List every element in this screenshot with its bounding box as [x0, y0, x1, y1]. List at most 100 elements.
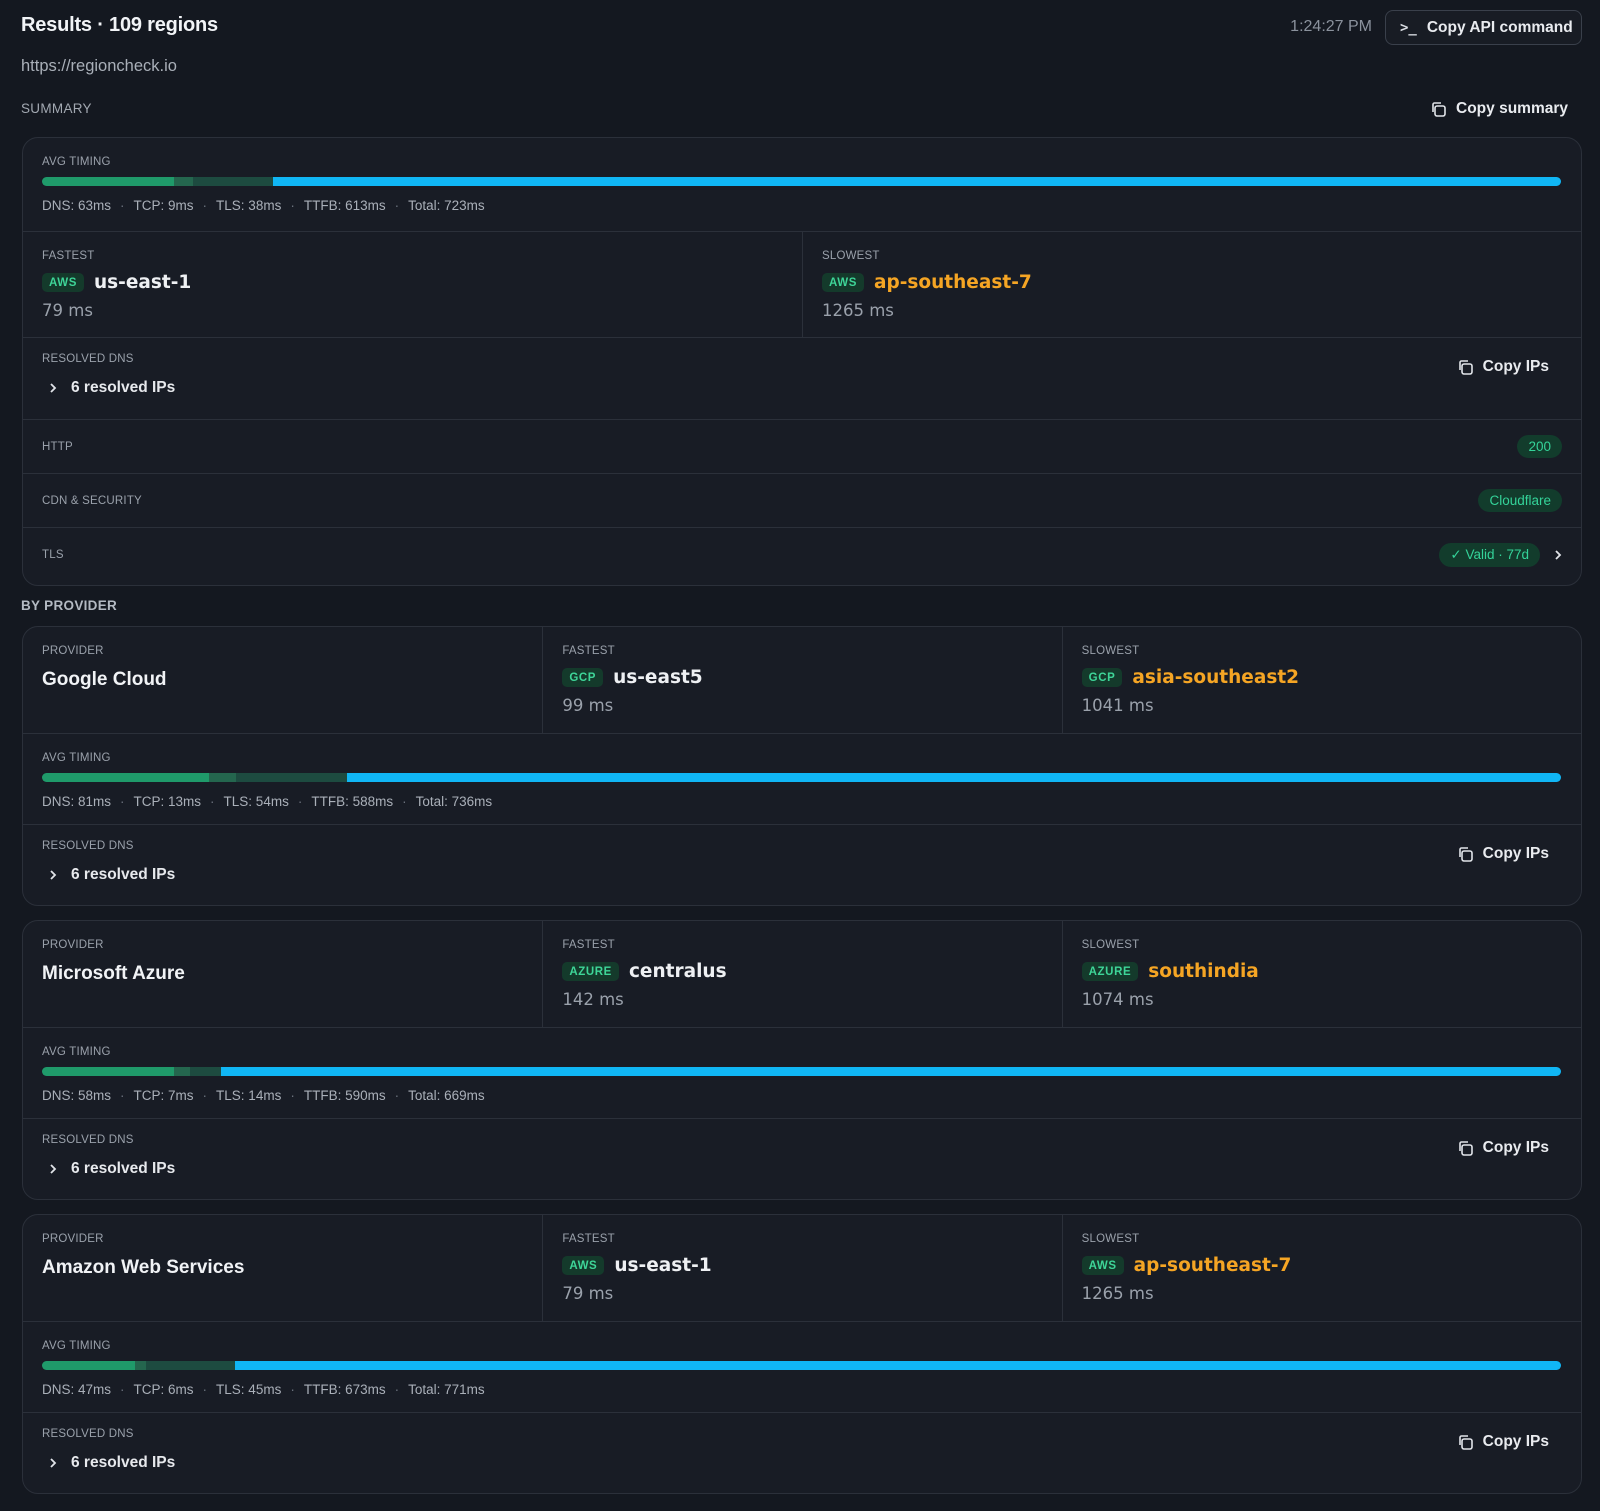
- timing-segment-dns: [42, 1067, 174, 1076]
- total-time: Total: 723ms: [408, 198, 485, 213]
- timing-segment-tls: [189, 1067, 222, 1076]
- tls-time: TLS: 38ms: [216, 198, 282, 213]
- timing-segment-tcp: [174, 177, 194, 186]
- fastest-cell: FASTEST AWS us-east-1 79 ms: [23, 232, 802, 337]
- summary-card: AVG TIMING DNS: 63ms · TCP: 9ms · TLS: 38m…: [22, 137, 1582, 586]
- resolved-dns-label: RESOLVED DNS: [42, 1134, 134, 1146]
- provider-summary-row: PROVIDER Microsoft Azure FASTEST AZURE c…: [23, 921, 1581, 1027]
- avg-timing-label: AVG TIMING: [42, 752, 111, 764]
- resolved-dns-label: RESOLVED DNS: [42, 353, 134, 365]
- slowest-ms: 1074 ms: [1081, 990, 1154, 1009]
- provider-tag: GCP: [1081, 668, 1123, 687]
- resolved-dns-row: RESOLVED DNS 6 resolved IPs Copy IPs: [23, 1118, 1581, 1199]
- slowest-region: asia-southeast2: [1132, 667, 1300, 688]
- timing-segment-tcp: [134, 1361, 147, 1370]
- copy-ips-button[interactable]: Copy IPs: [1457, 1139, 1549, 1157]
- copy-ips-label: Copy IPs: [1482, 1139, 1549, 1156]
- fastest-cell: FASTEST AWS us-east-1 79 ms: [542, 1215, 1061, 1321]
- timestamp: 1:24:27 PM: [1290, 18, 1372, 35]
- chevron-right-icon[interactable]: [1554, 549, 1562, 561]
- total-time: Total: 736ms: [415, 794, 493, 809]
- timing-breakdown: DNS: 47ms · TCP: 6ms · TLS: 45ms · TTFB: 67…: [42, 1382, 485, 1397]
- fastest-region: us-east-1: [614, 1255, 712, 1276]
- ttfb-time: TTFB: 590ms: [303, 1088, 386, 1103]
- total-time: Total: 771ms: [408, 1382, 485, 1397]
- resolved-ips-toggle[interactable]: 6 resolved IPs: [42, 1454, 1562, 1472]
- resolved-dns-label: RESOLVED DNS: [42, 840, 134, 852]
- fastest-label: FASTEST: [562, 645, 615, 657]
- slowest-ms: 1265 ms: [822, 301, 894, 320]
- timing-bar: [42, 1361, 1561, 1370]
- copy-icon: [1457, 359, 1474, 376]
- results-header: Results · 109 regions 1:24:27 PM >_ Copy…: [21, 10, 1582, 46]
- slowest-label: SLOWEST: [1081, 645, 1140, 657]
- timing-breakdown: DNS: 81ms · TCP: 13ms · TLS: 54ms · TTFB: 5…: [42, 794, 493, 809]
- timing-segment-tls: [146, 1361, 236, 1370]
- copy-ips-button[interactable]: Copy IPs: [1457, 358, 1549, 376]
- resolved-ips-toggle[interactable]: 6 resolved IPs: [42, 379, 1562, 397]
- copy-summary-button[interactable]: Copy summary: [1430, 100, 1568, 118]
- provider-label: PROVIDER: [42, 939, 104, 951]
- fastest-ms: 79 ms: [42, 301, 93, 320]
- provider-timing: AVG TIMING DNS: 58ms · TCP: 7ms · TLS: 14m…: [23, 1027, 1581, 1118]
- provider-summary-row: PROVIDER Google Cloud FASTEST GCP us-eas…: [23, 627, 1581, 733]
- slowest-region: ap-southeast-7: [874, 272, 1032, 293]
- resolved-dns-row: RESOLVED DNS 6 resolved IPs Copy IPs: [23, 337, 1581, 419]
- copy-ips-label: Copy IPs: [1482, 358, 1549, 375]
- provider-tag: AWS: [1081, 1256, 1124, 1275]
- summary-fastest-slowest: FASTEST AWS us-east-1 79 ms SLOWEST AWS …: [23, 231, 1581, 337]
- provider-card: PROVIDER Amazon Web Services FASTEST AWS…: [22, 1214, 1582, 1494]
- provider-timing: AVG TIMING DNS: 81ms · TCP: 13ms · TLS: 54…: [23, 733, 1581, 824]
- copy-api-command-button[interactable]: >_ Copy API command: [1385, 10, 1582, 45]
- fastest-ms: 142 ms: [562, 990, 624, 1009]
- slowest-ms: 1265 ms: [1081, 1284, 1154, 1303]
- copy-summary-label: Copy summary: [1456, 100, 1568, 117]
- total-time: Total: 669ms: [408, 1088, 485, 1103]
- tcp-time: TCP: 6ms: [133, 1382, 194, 1397]
- copy-api-command-label: Copy API command: [1426, 18, 1573, 36]
- timing-bar: [42, 1067, 1561, 1076]
- avg-timing-label: AVG TIMING: [42, 1340, 111, 1352]
- timing-segment-ttfb: [273, 177, 1561, 186]
- copy-icon: [1457, 846, 1474, 863]
- resolved-dns-label: RESOLVED DNS: [42, 1428, 134, 1440]
- ttfb-time: TTFB: 588ms: [311, 794, 394, 809]
- summary-timing: AVG TIMING DNS: 63ms · TCP: 9ms · TLS: 38m…: [23, 138, 1581, 231]
- provider-cell: PROVIDER Amazon Web Services: [23, 1215, 542, 1321]
- provider-tag: AWS: [822, 273, 864, 292]
- timing-segment-dns: [42, 1361, 135, 1370]
- fastest-cell: FASTEST AZURE centralus 142 ms: [542, 921, 1061, 1027]
- chevron-right-icon: [49, 1457, 57, 1469]
- timing-segment-tcp: [173, 1067, 190, 1076]
- timing-bar: [42, 177, 1561, 186]
- tls-time: TLS: 45ms: [216, 1382, 282, 1397]
- copy-ips-button[interactable]: Copy IPs: [1457, 845, 1549, 863]
- by-provider-section-label: BY PROVIDER: [21, 598, 118, 613]
- copy-ips-button[interactable]: Copy IPs: [1457, 1433, 1549, 1451]
- provider-label: PROVIDER: [42, 645, 104, 657]
- provider-label: PROVIDER: [42, 1233, 104, 1245]
- tls-row[interactable]: TLS ✓ Valid · 77d: [23, 527, 1581, 581]
- provider-summary-row: PROVIDER Amazon Web Services FASTEST AWS…: [23, 1215, 1581, 1321]
- tls-time: TLS: 14ms: [216, 1088, 282, 1103]
- fastest-label: FASTEST: [562, 939, 615, 951]
- resolved-ips-toggle[interactable]: 6 resolved IPs: [42, 1160, 1562, 1178]
- slowest-cell: SLOWEST AWS ap-southeast-7 1265 ms: [802, 232, 1581, 337]
- timing-segment-tls: [236, 773, 348, 782]
- avg-timing-label: AVG TIMING: [42, 156, 111, 168]
- dns-time: DNS: 81ms: [42, 794, 112, 809]
- timing-segment-tls: [193, 177, 274, 186]
- copy-icon: [1457, 1434, 1474, 1451]
- resolved-ips-toggle[interactable]: 6 resolved IPs: [42, 866, 1562, 884]
- dns-time: DNS: 58ms: [42, 1088, 112, 1103]
- provider-card: PROVIDER Microsoft Azure FASTEST AZURE c…: [22, 920, 1582, 1200]
- slowest-cell: SLOWEST AWS ap-southeast-7 1265 ms: [1061, 1215, 1581, 1321]
- timing-segment-ttfb: [235, 1361, 1561, 1370]
- fastest-label: FASTEST: [562, 1233, 615, 1245]
- provider-tag: AWS: [562, 1256, 605, 1275]
- timing-segment-dns: [42, 773, 210, 782]
- tls-time: TLS: 54ms: [223, 794, 289, 809]
- provider-tag: AZURE: [562, 962, 619, 981]
- fastest-region: us-east5: [613, 667, 703, 688]
